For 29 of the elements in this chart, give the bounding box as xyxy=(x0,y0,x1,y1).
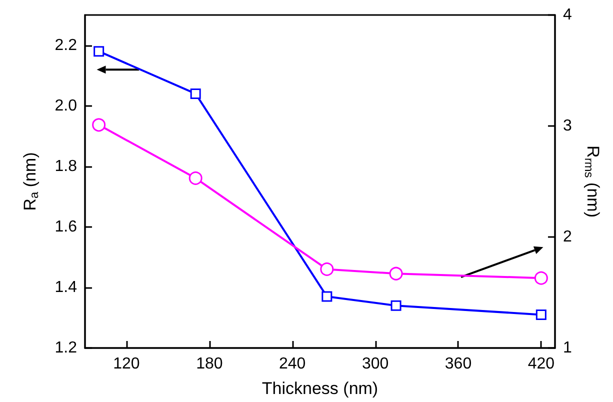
y2-tick-label: 3 xyxy=(563,118,572,134)
point xyxy=(188,171,202,185)
x-tick-label: 420 xyxy=(528,356,555,372)
point xyxy=(190,88,201,99)
y2-axis-title: Rrms (nm) xyxy=(582,146,602,218)
y-axis-title: Ra (nm) xyxy=(20,152,41,211)
x-tick-label: 180 xyxy=(196,356,223,372)
y-tick-label: 1.2 xyxy=(54,340,78,356)
y2-tick-label: 4 xyxy=(563,6,572,24)
y2-tick-label: 2 xyxy=(563,228,572,246)
point xyxy=(534,271,548,285)
x-tick-label: 300 xyxy=(362,356,389,372)
point xyxy=(390,300,402,311)
point xyxy=(536,309,546,320)
x-tick-label: 120 xyxy=(113,356,140,372)
point xyxy=(389,266,403,280)
y-tick-label: 1.4 xyxy=(54,278,78,296)
y-tick-label: 2.2 xyxy=(54,36,78,54)
y2-tick-label: 1 xyxy=(563,340,572,356)
point xyxy=(94,46,104,57)
y-tick-label: 1.6 xyxy=(54,218,78,236)
x-axis-title: Thickness (nm) xyxy=(262,379,378,398)
point xyxy=(322,291,332,302)
y-tick-label: 2.0 xyxy=(54,97,78,114)
point xyxy=(92,118,106,132)
y-tick-label: 1.8 xyxy=(54,158,78,175)
x-tick-label: 360 xyxy=(444,356,472,372)
point xyxy=(320,262,334,276)
x-tick-label: 240 xyxy=(279,356,306,372)
